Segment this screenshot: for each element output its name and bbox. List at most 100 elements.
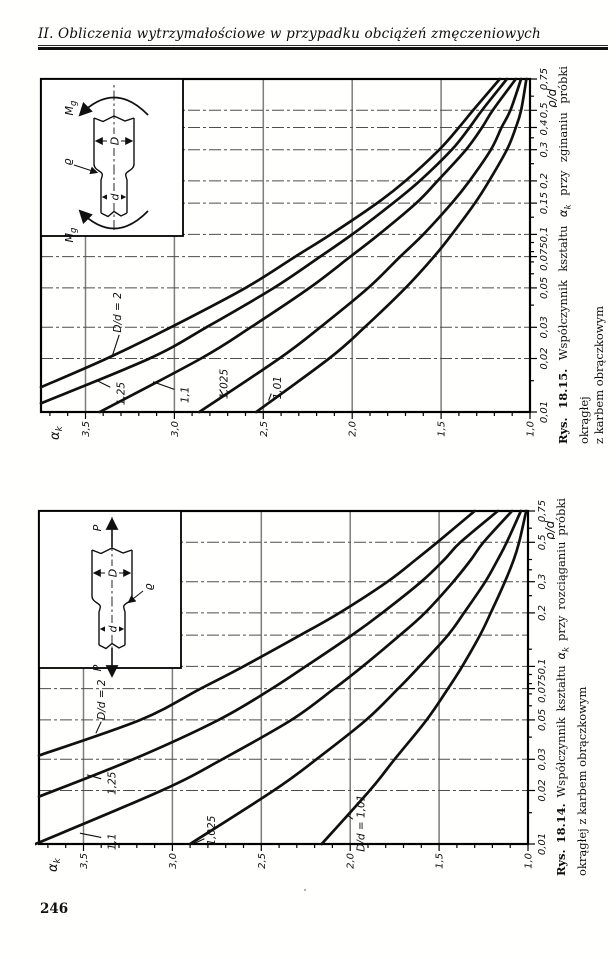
figure-18-14: 0,01 0,02 0,03 0,05 0,075 0,1 0,2 0,3 0,5 0,75 1,0… [35, 494, 609, 880]
svg-text:3,5: 3,5 [79, 853, 90, 869]
svg-text:2,5: 2,5 [257, 853, 268, 869]
page-number: 246 [40, 901, 69, 917]
x-axis-title: ϱ/d [543, 520, 555, 540]
svg-text:0,1: 0,1 [537, 658, 548, 674]
svg-text:0,15: 0,15 [539, 192, 550, 214]
header-rule-thin [38, 45, 608, 46]
svg-text:3,0: 3,0 [168, 853, 179, 869]
plot-frame [37, 509, 530, 846]
caption-text: przy rozciąganiu próbki [554, 498, 568, 647]
header-rule-thick [38, 47, 608, 50]
svg-text:0,75: 0,75 [539, 68, 550, 90]
svg-text:0,5: 0,5 [539, 102, 550, 118]
plot-frame [39, 77, 532, 414]
svg-text:0,3: 0,3 [537, 574, 548, 590]
y-axis-title: αk [46, 857, 63, 872]
curve-D-d-1-025 [197, 77, 523, 414]
alpha-symbol: α [556, 209, 570, 218]
svg-text:ϱ: ϱ [142, 583, 155, 590]
alpha-symbol: α [554, 651, 568, 660]
scan-speck [304, 889, 306, 891]
svg-text:0,05: 0,05 [537, 709, 548, 731]
svg-text:0,03: 0,03 [539, 316, 550, 338]
data-curves [35, 509, 528, 846]
curve-D-d-2 [37, 509, 477, 757]
svg-text:ϱ: ϱ [61, 158, 74, 165]
caption-line-1: Rys. 18.15. Współczynnik kształtu αk prz… [556, 66, 592, 444]
figure-18-15: 0,01 0,02 0,03 0,05 0,075 0,1 0,15 0,2 0,3 0,4 0,5… [37, 62, 611, 448]
gridlines [41, 79, 530, 412]
caption-number: Rys. 18.14. [554, 803, 568, 876]
svg-text:0,75: 0,75 [537, 500, 548, 522]
svg-text:0,2: 0,2 [539, 173, 550, 189]
svg-text:D/d = 2: D/d = 2 [112, 292, 124, 333]
svg-text:1,025: 1,025 [206, 815, 218, 845]
svg-text:1,0: 1,0 [524, 853, 535, 869]
curve-D-d-1-01 [254, 77, 528, 414]
svg-text:D/d = 1,01: D/d = 1,01 [355, 795, 367, 852]
svg-text:0,4: 0,4 [539, 120, 550, 136]
svg-text:0,01: 0,01 [537, 833, 548, 855]
curve-labels: D/d = 2 1,25 1,1 1,025 D/d = 1,01 [79, 679, 367, 852]
curve-D-d-1-1 [35, 509, 514, 846]
svg-text:0,02: 0,02 [537, 779, 548, 801]
caption-number: Rys. 18.15. [556, 368, 570, 444]
axis-ticks [49, 78, 537, 419]
y-tick-labels: 1,0 1,5 2,0 2,5 3,0 3,5 [79, 853, 535, 869]
caption-line-1: Rys. 18.14. Współczynnik kształtu αk prz… [554, 498, 575, 876]
y-axis-title: αk [48, 425, 65, 440]
running-header: II. Obliczenia wytrzymałościowe w przypa… [38, 26, 541, 42]
curve-D-d-1-25 [37, 509, 500, 798]
figure-18-15-caption: Rys. 18.15. Współczynnik kształtu αk prz… [556, 66, 608, 448]
caption-line-2: z karbem obrączkowym [592, 305, 607, 444]
svg-text:1,25: 1,25 [107, 771, 119, 795]
svg-text:P: P [91, 664, 104, 671]
svg-text:0,02: 0,02 [539, 347, 550, 369]
curve-labels: D/d = 2 1,25 1,1 1,025 1,01 [95, 292, 284, 406]
svg-text:2,5: 2,5 [259, 421, 270, 437]
svg-text:1,01: 1,01 [272, 376, 284, 399]
curve-D-d-2 [39, 77, 502, 389]
svg-text:1,5: 1,5 [435, 853, 446, 869]
curve-D-d-1-025 [188, 509, 523, 846]
svg-text:P: P [91, 524, 104, 531]
svg-text:1,25: 1,25 [116, 382, 128, 406]
figure-18-14-rotated-block: 0,01 0,02 0,03 0,05 0,075 0,1 0,2 0,3 0,5 0,75 1,0… [35, 494, 609, 880]
alpha-subscript: k [563, 204, 574, 210]
svg-text:1,5: 1,5 [437, 421, 448, 437]
svg-text:1,025: 1,025 [219, 369, 231, 399]
svg-text:0,3: 0,3 [539, 142, 550, 158]
curve-D-d-1-01 [320, 509, 528, 846]
figure-18-15-rotated-block: 0,01 0,02 0,03 0,05 0,075 0,1 0,15 0,2 0,3 0,4 0,5… [37, 62, 611, 448]
svg-text:0,075: 0,075 [539, 242, 550, 271]
svg-text:0,5: 0,5 [537, 534, 548, 550]
svg-text:3,5: 3,5 [81, 421, 92, 437]
svg-text:0,05: 0,05 [539, 277, 550, 299]
svg-text:0,075: 0,075 [537, 674, 548, 703]
y-tick-labels: 1,0 1,5 2,0 2,5 3,0 3,5 [81, 421, 537, 437]
inset-specimen-tension: Dd ϱ P P [38, 510, 182, 678]
caption-line-2: okrągłej z karbem obrączkowym [574, 686, 589, 876]
svg-text:1,1: 1,1 [107, 833, 119, 850]
data-curves [39, 77, 528, 414]
svg-text:D/d = 2: D/d = 2 [96, 679, 108, 720]
svg-text:2,0: 2,0 [348, 421, 359, 437]
svg-text:0,03: 0,03 [537, 748, 548, 770]
svg-text:2,0: 2,0 [346, 853, 357, 869]
svg-text:0,2: 0,2 [537, 605, 548, 621]
svg-text:0,1: 0,1 [539, 226, 550, 242]
svg-text:3,0: 3,0 [170, 421, 181, 437]
figure-18-14-caption: Rys. 18.14. Współczynnik kształtu αk prz… [554, 498, 590, 880]
svg-text:D: D [109, 137, 122, 145]
svg-text:d: d [109, 192, 122, 200]
svg-text:1,0: 1,0 [526, 421, 537, 437]
svg-text:0,01: 0,01 [539, 401, 550, 423]
curve-D-d-1-1 [98, 77, 518, 414]
caption-text: Współczynnik kształtu [556, 217, 570, 369]
